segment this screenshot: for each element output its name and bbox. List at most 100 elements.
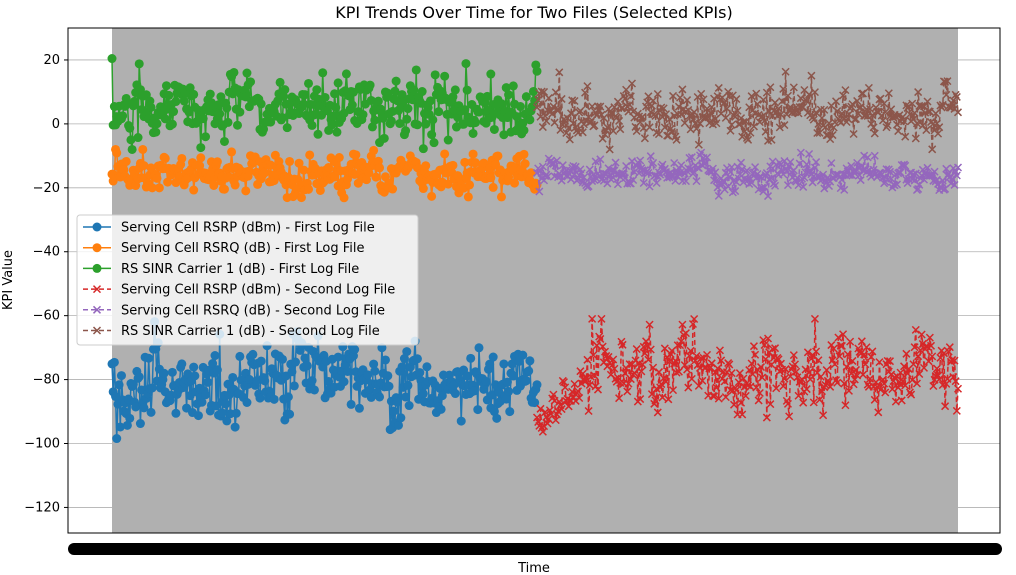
- data-point: [590, 371, 599, 380]
- data-point: [299, 165, 309, 175]
- data-point: [654, 368, 663, 377]
- data-point: [386, 116, 396, 126]
- data-point: [924, 357, 933, 366]
- data-point: [769, 179, 778, 188]
- data-point: [347, 100, 357, 110]
- data-point: [339, 193, 349, 203]
- data-point: [766, 400, 775, 409]
- data-point: [138, 144, 148, 154]
- data-point: [848, 356, 857, 365]
- data-point: [858, 370, 868, 379]
- data-point: [470, 118, 480, 128]
- data-point: [146, 102, 156, 112]
- legend-marker: [92, 243, 102, 253]
- data-point: [833, 107, 842, 116]
- data-point: [751, 350, 760, 359]
- data-point: [532, 103, 542, 112]
- data-point: [919, 363, 929, 372]
- data-point: [366, 392, 376, 402]
- data-point: [774, 355, 783, 364]
- data-point: [806, 375, 815, 384]
- data-point: [698, 376, 707, 385]
- data-point: [866, 104, 875, 114]
- legend-entry: Serving Cell RSRP (dBm) - Second Log Fil…: [83, 283, 395, 298]
- data-point: [183, 369, 193, 379]
- data-point: [577, 169, 586, 178]
- data-point: [392, 397, 402, 407]
- data-point: [409, 85, 419, 95]
- data-point: [754, 396, 763, 405]
- data-point: [496, 192, 506, 202]
- data-point: [411, 65, 421, 75]
- data-point: [820, 105, 829, 114]
- data-point: [540, 87, 549, 96]
- data-point: [403, 104, 413, 114]
- data-point: [255, 393, 265, 403]
- data-point: [568, 96, 577, 105]
- data-point: [294, 158, 304, 168]
- data-point: [391, 76, 401, 86]
- data-point: [418, 144, 428, 154]
- legend-entry: RS SINR Carrier 1 (dB) - First Log File: [83, 262, 359, 277]
- data-point: [862, 343, 871, 352]
- data-point: [677, 161, 686, 170]
- data-point: [537, 87, 546, 96]
- data-point: [925, 333, 934, 342]
- data-point: [780, 121, 789, 130]
- data-point: [812, 347, 821, 356]
- data-point: [618, 340, 627, 349]
- data-point: [761, 127, 770, 136]
- data-point: [366, 95, 376, 105]
- data-point: [285, 409, 295, 419]
- legend: Serving Cell RSRP (dBm) - First Log File…: [76, 214, 419, 346]
- data-point: [501, 394, 511, 404]
- data-point: [781, 67, 790, 76]
- data-point: [512, 112, 522, 122]
- data-point: [782, 110, 791, 119]
- data-point: [636, 395, 645, 404]
- data-point: [819, 411, 828, 420]
- data-point: [932, 364, 941, 373]
- data-point: [644, 355, 653, 364]
- data-point: [779, 84, 788, 93]
- data-point: [285, 156, 295, 166]
- data-point: [256, 99, 266, 109]
- data-point: [324, 376, 334, 386]
- data-point: [118, 111, 128, 121]
- data-point: [953, 384, 963, 393]
- legend-marker: [92, 285, 102, 294]
- data-point: [839, 330, 848, 339]
- data-point: [519, 125, 529, 135]
- data-point: [530, 398, 540, 408]
- data-point: [418, 184, 428, 194]
- data-point: [829, 344, 838, 353]
- data-point: [599, 113, 608, 122]
- data-point: [769, 353, 778, 362]
- data-point: [569, 161, 578, 171]
- data-point: [907, 390, 916, 399]
- data-point: [683, 96, 692, 105]
- data-point: [190, 371, 200, 381]
- data-point: [812, 158, 821, 167]
- legend-label: Serving Cell RSRQ (dB) - Second Log File: [121, 303, 385, 318]
- data-point: [801, 168, 810, 177]
- data-point: [828, 356, 837, 365]
- data-point: [584, 406, 593, 415]
- data-point: [299, 99, 309, 109]
- data-point: [875, 358, 884, 367]
- data-point: [776, 110, 785, 119]
- data-point: [883, 121, 892, 130]
- data-point: [266, 117, 276, 127]
- data-point: [330, 89, 340, 99]
- data-point: [260, 376, 270, 386]
- data-point: [756, 172, 766, 181]
- data-point: [869, 123, 878, 132]
- data-point: [154, 183, 164, 193]
- data-point: [738, 410, 747, 419]
- data-point: [749, 342, 758, 351]
- data-point: [576, 106, 585, 115]
- data-point: [853, 158, 862, 167]
- data-point: [842, 362, 851, 371]
- data-point: [588, 177, 597, 186]
- data-point: [160, 153, 170, 163]
